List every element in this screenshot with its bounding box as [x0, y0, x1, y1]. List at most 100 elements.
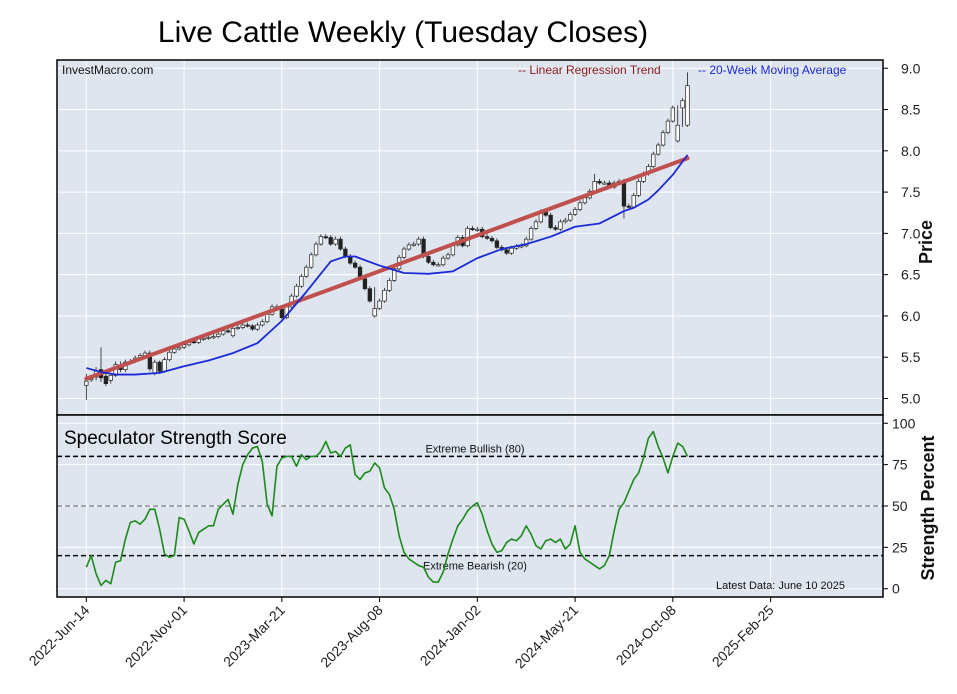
strength-reference-lines: Extreme Bullish (80) Extreme Bearish (20): [57, 443, 883, 573]
candle-body: [392, 268, 397, 281]
candle-body: [524, 238, 529, 247]
candle-body: [313, 243, 319, 256]
candle-body: [582, 197, 588, 204]
candle-body: [255, 324, 260, 330]
candle-body: [211, 336, 216, 339]
latest-data-note: Latest Data: June 10 2025: [716, 580, 845, 592]
candle-body: [436, 264, 441, 267]
candle-body: [294, 285, 299, 297]
price-tick-label: 8.5: [901, 102, 921, 118]
x-tick-label: 2024-Oct-08: [613, 602, 679, 668]
candle-body: [577, 202, 583, 210]
candle-body: [553, 227, 558, 230]
candle-body: [558, 221, 563, 230]
candle-body: [230, 327, 236, 337]
candle-body: [572, 209, 578, 215]
candle-body: [660, 132, 666, 146]
candle-body: [504, 249, 509, 254]
reference-line-label: Extreme Bullish (80): [425, 443, 524, 455]
candle-body: [367, 288, 372, 302]
candle-body: [411, 243, 416, 246]
candle-body: [177, 346, 182, 350]
candle-body: [440, 257, 446, 266]
candle-body: [225, 330, 231, 333]
price-tick-label: 9.0: [901, 60, 921, 76]
candle-body: [362, 278, 368, 290]
candle-body: [377, 300, 382, 309]
candle-body: [626, 205, 631, 208]
candle-body: [636, 181, 641, 196]
candle-body: [206, 337, 211, 339]
candle-body: [299, 275, 304, 287]
candle-body: [406, 244, 412, 250]
candle-body: [201, 337, 206, 340]
strength-y-ticks: 0 25 50 75 100: [883, 415, 916, 597]
candle-body: [494, 240, 500, 248]
price-tick-label: 6.5: [901, 267, 921, 283]
candle-body: [304, 266, 309, 277]
candle-body: [426, 256, 431, 263]
candle-body: [568, 214, 573, 221]
candle-body: [216, 333, 221, 337]
candle-body: [548, 214, 553, 228]
x-axis-ticks: 2022-Jun-14 2022-Nov-01 2023-Mar-21 2023-Au…: [26, 597, 777, 671]
reference-line-label: Extreme Bearish (20): [423, 561, 527, 573]
legend-regression: -- Linear Regression Trend: [518, 63, 661, 77]
candle-body: [528, 228, 534, 240]
strength-tick-label: 50: [892, 498, 908, 514]
price-tick-label: 7.5: [901, 184, 921, 200]
candle-body: [670, 107, 675, 122]
price-tick-label: 7.0: [901, 225, 921, 241]
x-tick-label: 2023-Aug-08: [317, 602, 386, 671]
candle-body: [431, 261, 436, 266]
candle-body: [382, 289, 387, 302]
candle-body: [323, 236, 328, 239]
candle-body: [348, 256, 353, 264]
candle-body: [279, 308, 284, 318]
candle-body: [416, 238, 421, 245]
strength-score-line: [85, 430, 689, 587]
price-axis-label: Price: [916, 220, 936, 264]
candle-body: [250, 325, 255, 330]
x-tick-label: 2024-Jan-02: [417, 602, 484, 669]
candle-body: [152, 361, 157, 375]
candle-body: [656, 144, 661, 155]
candle-body: [401, 248, 407, 258]
price-y-ticks: 5.0 5.5 6.0 6.5 7.0 7.5 8.0 8.5 9.0: [883, 60, 921, 406]
candle-body: [352, 262, 358, 268]
candle-body: [470, 228, 475, 230]
candle-body: [651, 153, 656, 167]
candle-body: [685, 85, 690, 126]
candle-body: [484, 236, 490, 239]
strength-tick-label: 25: [892, 539, 908, 555]
candle-body: [147, 352, 153, 370]
x-tick-label: 2023-Mar-21: [220, 602, 288, 670]
candle-body: [265, 313, 270, 323]
candle-body: [333, 238, 338, 245]
source-label: InvestMacro.com: [62, 63, 153, 77]
price-panel: InvestMacro.com -- Linear Regression Tre…: [56, 59, 936, 416]
candle-body: [680, 100, 685, 109]
candle-body: [167, 351, 172, 361]
strength-panel: Extreme Bullish (80) Extreme Bearish (20)…: [56, 414, 938, 598]
x-tick-label: 2024-May-21: [512, 602, 582, 672]
price-gridlines: [57, 60, 883, 415]
candle-body: [509, 247, 514, 254]
candle-body: [665, 120, 671, 134]
candle-body: [489, 237, 495, 242]
candle-body: [475, 228, 480, 231]
candle-body: [221, 330, 226, 335]
price-tick-label: 5.5: [901, 349, 921, 365]
candle-body: [84, 380, 89, 386]
chart-title: Live Cattle Weekly (Tuesday Closes): [158, 16, 648, 49]
candle-body: [328, 237, 333, 245]
candle-body: [240, 324, 245, 328]
strength-axis-label: Strength Percent: [918, 435, 938, 580]
candle-body: [602, 182, 607, 185]
price-tick-label: 8.0: [901, 143, 921, 159]
candle-body: [309, 254, 314, 268]
candle-body: [235, 327, 240, 330]
x-tick-label: 2025-Feb-25: [709, 602, 777, 670]
candle-body: [260, 321, 265, 326]
